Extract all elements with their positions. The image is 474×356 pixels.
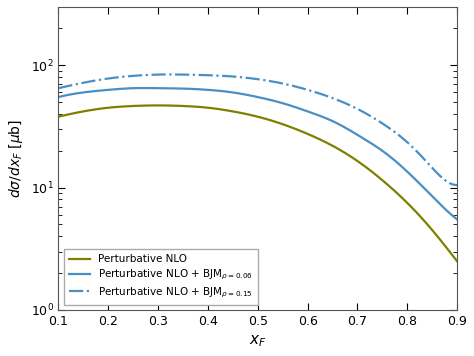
Perturbative NLO (214, 107, 220, 111)
Perturbative NLO (155, 103, 161, 108)
Perturbative NLO + BJM$_{\rho=0.15}$ (344, 102, 350, 106)
Perturbative NLO (344, 152, 350, 156)
Perturbative NLO + BJM$_{\rho=0.06}$ (307, 110, 313, 114)
Perturbative NLO + BJM$_{\rho=0.15}$ (166, 72, 172, 77)
Perturbative NLO + BJM$_{\rho=0.15}$ (186, 73, 192, 77)
Perturbative NLO (55, 115, 61, 119)
Perturbative NLO + BJM$_{\rho=0.06}$ (346, 128, 352, 132)
Perturbative NLO + BJM$_{\rho=0.06}$ (186, 87, 192, 91)
Line: Perturbative NLO: Perturbative NLO (58, 105, 457, 261)
Perturbative NLO (307, 133, 313, 137)
Perturbative NLO (186, 104, 192, 109)
Line: Perturbative NLO + BJM$_{\rho=0.15}$: Perturbative NLO + BJM$_{\rho=0.15}$ (58, 74, 457, 185)
Perturbative NLO (103, 106, 109, 110)
Perturbative NLO + BJM$_{\rho=0.15}$ (214, 73, 220, 78)
Perturbative NLO + BJM$_{\rho=0.06}$ (344, 127, 350, 131)
Perturbative NLO + BJM$_{\rho=0.06}$ (214, 89, 220, 93)
Perturbative NLO + BJM$_{\rho=0.15}$ (103, 77, 109, 81)
Perturbative NLO + BJM$_{\rho=0.15}$ (346, 103, 352, 107)
Perturbative NLO + BJM$_{\rho=0.15}$ (454, 183, 460, 187)
Perturbative NLO + BJM$_{\rho=0.06}$ (55, 95, 61, 99)
Perturbative NLO (346, 153, 352, 158)
Perturbative NLO + BJM$_{\rho=0.06}$ (140, 86, 146, 90)
Line: Perturbative NLO + BJM$_{\rho=0.06}$: Perturbative NLO + BJM$_{\rho=0.06}$ (58, 88, 457, 219)
Perturbative NLO + BJM$_{\rho=0.06}$ (454, 217, 460, 221)
Perturbative NLO (454, 259, 460, 263)
X-axis label: $x_F$: $x_F$ (249, 333, 266, 349)
Perturbative NLO + BJM$_{\rho=0.15}$ (55, 86, 61, 90)
Perturbative NLO + BJM$_{\rho=0.15}$ (307, 89, 313, 93)
Perturbative NLO + BJM$_{\rho=0.06}$ (103, 88, 109, 92)
Y-axis label: $d\sigma/dx_F$ [$\mu$b]: $d\sigma/dx_F$ [$\mu$b] (7, 119, 25, 198)
Legend: Perturbative NLO, Perturbative NLO + BJM$_{\rho=0.06}$, Perturbative NLO + BJM$_: Perturbative NLO, Perturbative NLO + BJM… (64, 249, 258, 305)
